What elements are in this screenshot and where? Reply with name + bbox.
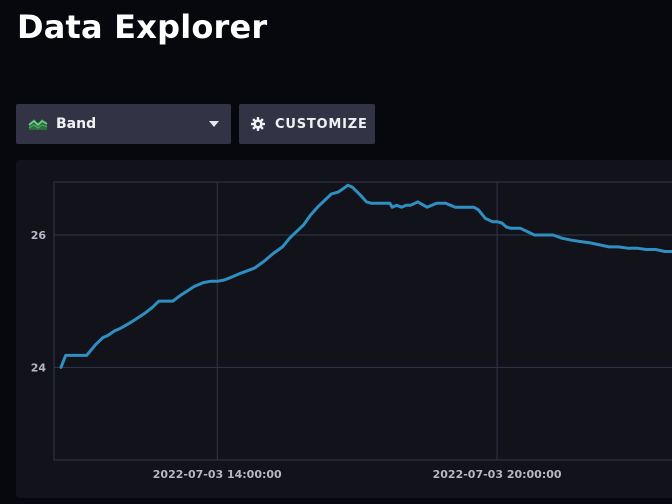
chevron-down-icon (209, 121, 219, 127)
gear-icon (251, 117, 265, 131)
customize-label: CUSTOMIZE (275, 116, 368, 132)
band-chart-icon (28, 116, 48, 132)
x-tick-label: 2022-07-03 14:00:00 (153, 468, 282, 481)
y-tick-label: 26 (31, 229, 47, 242)
series-line (59, 183, 672, 369)
page-title: Data Explorer (17, 8, 268, 46)
x-tick-label: 2022-07-03 20:00:00 (433, 468, 562, 481)
visualization-type-label: Band (56, 116, 97, 132)
visualization-type-dropdown[interactable]: Band (16, 104, 231, 144)
graph-panel: 24 26 2022-07-03 14:00:00 2022-07-03 20:00:… (16, 160, 672, 498)
line-graph[interactable]: 24 26 2022-07-03 14:00:00 2022-07-03 20:00:… (16, 160, 672, 498)
y-tick-label: 24 (31, 361, 47, 374)
customize-button[interactable]: CUSTOMIZE (239, 104, 375, 144)
plot-frame (53, 181, 672, 461)
